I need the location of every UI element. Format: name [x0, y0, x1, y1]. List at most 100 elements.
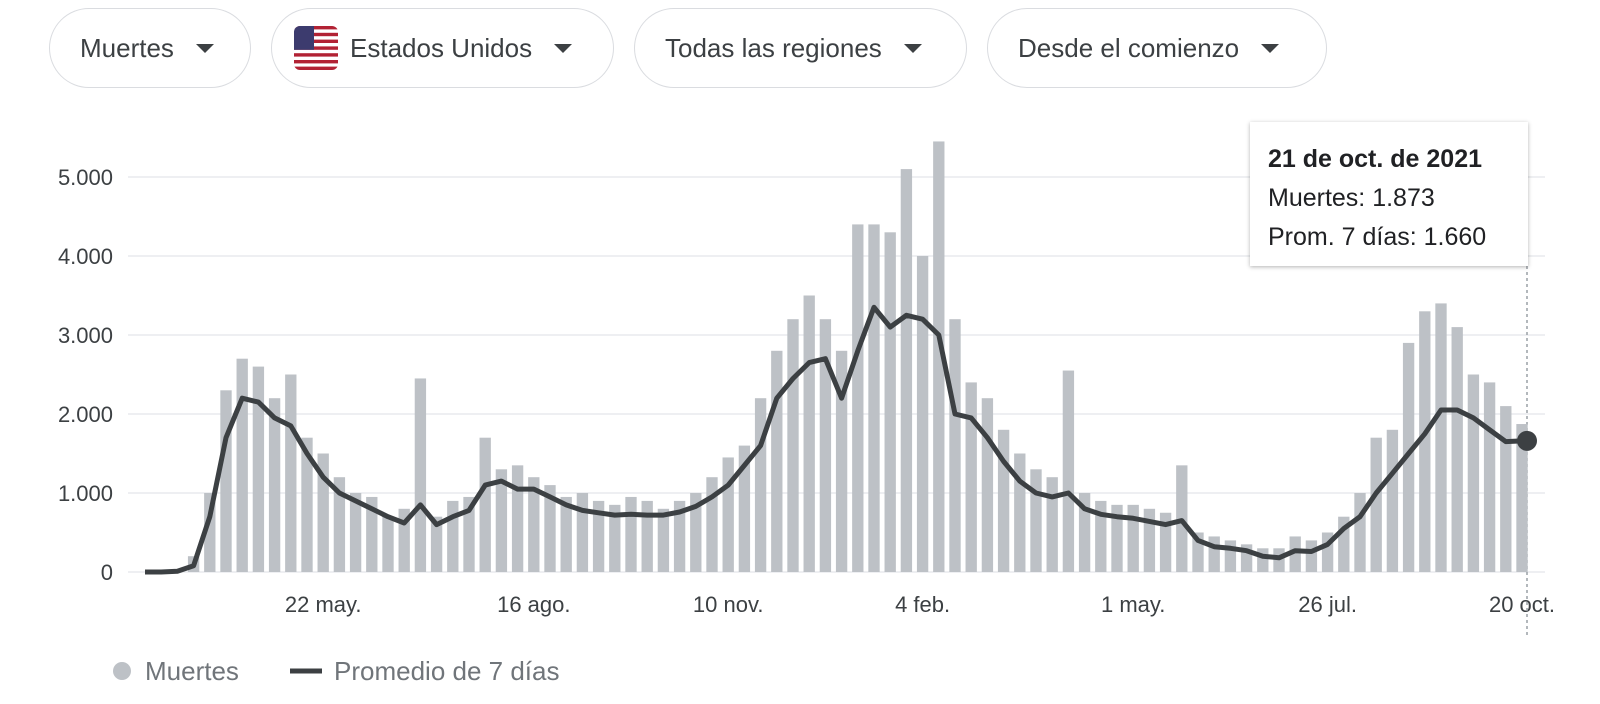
x-tick-label: 16 ago. [497, 592, 570, 617]
bar [204, 493, 216, 572]
bar [852, 224, 864, 572]
bar [1402, 342, 1415, 572]
metric-label: Muertes [80, 32, 174, 63]
bar [754, 398, 767, 572]
y-tick-label: 1.000 [58, 481, 113, 506]
x-tick-label: 26 jul. [1298, 592, 1357, 617]
period-label: Desde el comienzo [1018, 32, 1240, 63]
bar [1483, 382, 1496, 572]
bar [706, 477, 718, 572]
bar [382, 516, 394, 572]
bar [819, 319, 832, 572]
bar [641, 500, 653, 572]
bar [835, 350, 848, 572]
bar [414, 378, 427, 572]
us-flag [294, 26, 338, 70]
bar [1078, 493, 1091, 572]
y-tick-label: 4.000 [58, 244, 113, 269]
bar [576, 493, 589, 572]
bar [1143, 508, 1156, 572]
bar [722, 457, 734, 572]
y-tick-label: 5.000 [58, 165, 113, 190]
bar [690, 493, 702, 572]
bar [511, 465, 524, 572]
bar [366, 496, 378, 572]
tooltip-title: 21 de oct. de 2021 [1268, 145, 1483, 173]
bar [1516, 424, 1528, 572]
bar [803, 295, 815, 572]
dropdown-caret [195, 43, 214, 53]
bar [268, 398, 281, 572]
y-tick-label: 2.000 [58, 402, 113, 427]
bar [560, 496, 572, 572]
tooltip: 21 de oct. de 2021 Muertes: 1.873 Prom. … [1250, 122, 1528, 266]
bar [447, 500, 459, 572]
bar [1370, 437, 1382, 572]
bar [1046, 477, 1058, 572]
bar [657, 508, 670, 572]
tooltip-line: Prom. 7 días: 1.660 [1268, 223, 1487, 251]
bar [1127, 504, 1139, 572]
bar [463, 496, 475, 572]
bar [1257, 548, 1269, 572]
x-tick-label: 1 may. [1101, 592, 1165, 617]
bar [479, 437, 491, 572]
bar [771, 350, 783, 572]
bar [1500, 406, 1512, 572]
bar [349, 493, 362, 572]
bar [544, 485, 556, 572]
bar [673, 500, 686, 572]
bar [1095, 500, 1107, 572]
bar [981, 398, 994, 572]
bar [933, 141, 945, 572]
bar [868, 224, 880, 572]
period-select[interactable]: Desde el comienzo [987, 8, 1327, 88]
hover-dot [1517, 430, 1537, 451]
bar [1354, 493, 1366, 572]
bar [625, 496, 637, 572]
bar [1240, 544, 1253, 572]
dropdown-caret [903, 43, 922, 53]
x-tick-label: 20 oct. [1489, 592, 1555, 617]
bar [333, 477, 346, 572]
legend-label: Promedio de 7 días [334, 656, 559, 686]
average-line [145, 304, 1523, 575]
bar [592, 500, 605, 572]
bar [430, 516, 443, 572]
bar [738, 445, 751, 572]
tooltip-line: Muertes: 1.873 [1268, 184, 1435, 212]
bar [884, 232, 896, 573]
bar [252, 366, 265, 572]
bar [1208, 536, 1220, 572]
bar [495, 469, 508, 572]
bar [609, 504, 621, 572]
x-tick-label: 22 may. [285, 592, 362, 617]
x-tick-label: 10 nov. [693, 592, 764, 617]
bar [1435, 303, 1447, 572]
bar [317, 453, 329, 572]
bar [1062, 370, 1075, 572]
bar [997, 429, 1010, 572]
bar [528, 477, 540, 572]
bar [220, 390, 232, 572]
metric-select[interactable]: Muertes [49, 8, 251, 88]
dropdown-caret [1261, 43, 1280, 53]
bar [1451, 327, 1463, 572]
bar [1467, 374, 1480, 572]
bar [285, 374, 297, 572]
x-tick-label: 4 feb. [895, 592, 950, 617]
bar [787, 319, 799, 572]
bar [1289, 536, 1301, 572]
country-select[interactable]: Estados Unidos [271, 8, 614, 88]
legend-swatch [113, 662, 131, 680]
bar [301, 437, 313, 572]
bar [1111, 504, 1123, 572]
bar [965, 382, 977, 572]
bar [236, 358, 248, 572]
region-select[interactable]: Todas las regiones [634, 8, 967, 88]
bar [1386, 429, 1399, 572]
bar [1321, 532, 1334, 572]
bar [916, 256, 929, 572]
